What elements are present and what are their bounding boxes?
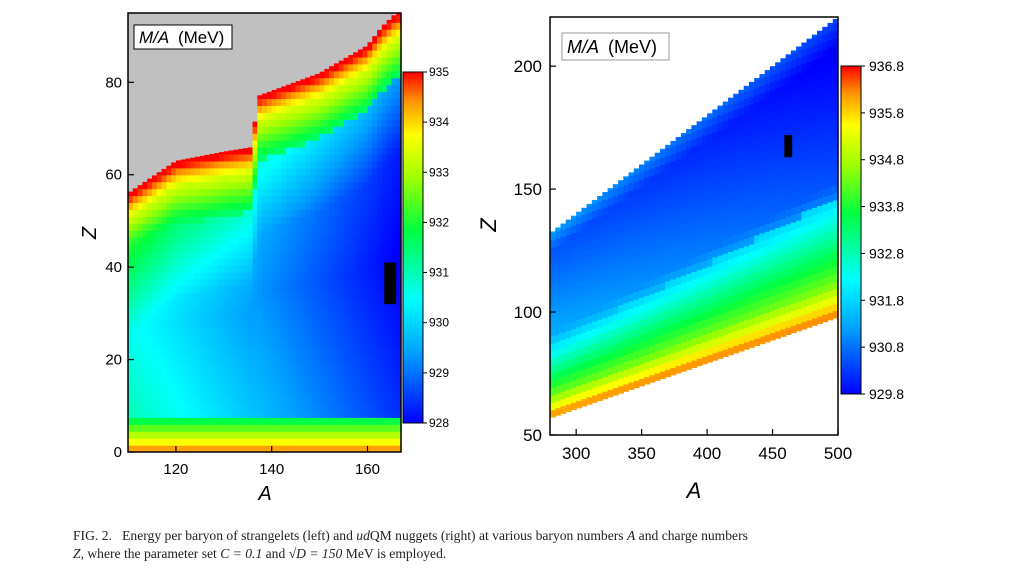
right-y-axis-label: Z [476,217,501,233]
figure-caption: FIG. 2. Energy per baryon of strangelets… [73,527,953,563]
left-colorbar-tick-label: 933 [429,165,449,179]
left-colorbar-tick-label: 928 [429,416,449,430]
right-plot-frame [549,16,839,436]
caption-label: FIG. 2. [73,528,112,543]
right-x-tick-label: 350 [627,444,655,463]
caption-sqrtD: √D = 150 [288,546,343,561]
right-x-tick-label: 400 [693,444,721,463]
left-title-unit: (MeV) [178,28,224,47]
right-colorbar-ticks: 936.8 935.8 934.8 933.8 932.8 931.8 930.8 929.8 [861,58,904,402]
left-x-tick-label: 160 [355,461,380,478]
right-colorbar [840,65,862,395]
right-colorbar-tick-label: 933.8 [869,199,904,215]
left-colorbar-tick-label: 929 [429,366,449,380]
right-axis-ticks: 300 350 400 450 500 50 100 150 200 [514,57,853,463]
right-title-box: M/A (MeV) [561,32,670,61]
left-colorbar-tick-label: 930 [429,316,449,330]
right-colorbar-tick-label: 934.8 [869,152,904,168]
left-y-tick-label: 20 [105,352,122,369]
left-axis-ticks: 120 140 160 0 20 40 60 80 [105,74,380,478]
left-heatmap [128,13,401,452]
caption-text-3: and charge numbers [635,528,748,543]
right-x-tick-label: 300 [562,444,590,463]
caption-udqm: ud [356,528,370,543]
left-y-tick-label: 60 [105,167,122,184]
caption-text-2: QM nuggets (right) at various baryon num… [369,528,627,543]
right-colorbar-tick-label: 931.8 [869,292,904,308]
caption-Z: Z [73,546,81,561]
right-colorbar-tick-label: 930.8 [869,339,904,355]
right-y-tick-label: 100 [514,303,542,322]
right-colorbar-tick-label: 932.8 [869,245,904,261]
left-y-tick-label: 0 [114,444,122,461]
left-colorbar [402,71,424,424]
left-y-tick-label: 80 [105,74,122,91]
caption-text-6: MeV is employed. [342,546,447,561]
right-y-tick-label: 150 [514,180,542,199]
left-y-tick-label: 40 [105,259,122,276]
caption-param: C = 0.1 [220,546,263,561]
left-colorbar-tick-label: 932 [429,215,449,229]
right-heatmap [550,18,838,418]
left-title-italic: M/A [139,28,169,47]
right-x-tick-label: 450 [758,444,786,463]
left-title-box: M/A (MeV) [133,24,233,50]
left-colorbar-ticks: 935 934 933 932 931 930 929 928 [423,65,449,430]
right-minimum-marker [784,135,793,158]
caption-A: A [626,528,636,543]
right-y-tick-label: 50 [523,426,542,445]
caption-text-1: Energy per baryon of strangelets (left) … [122,528,357,543]
right-colorbar-tick-label: 936.8 [869,58,904,74]
left-x-tick-label: 140 [259,461,284,478]
right-title-italic: M/A [567,37,599,57]
right-panel: 300 350 400 450 500 50 100 150 200 M/A (MeV) A Z… [476,16,904,503]
right-y-tick-label: 200 [514,57,542,76]
right-colorbar-tick-label: 929.8 [869,386,904,402]
caption-text-5: and [262,546,289,561]
left-x-axis-label: A [257,483,271,505]
caption-text-4: , where the parameter set [80,546,221,561]
left-minimum-marker [384,262,397,305]
left-colorbar-tick-label: 935 [429,65,449,79]
svg-text:M/A (MeV): M/A (MeV) [567,37,657,57]
left-y-axis-label: Z [79,226,101,240]
left-colorbar-tick-label: 931 [429,266,449,280]
left-colorbar-tick-label: 934 [429,115,449,129]
left-x-tick-label: 120 [163,461,188,478]
right-colorbar-tick-label: 935.8 [869,105,904,121]
left-plot-frame [127,12,402,453]
right-title-unit: (MeV) [608,37,657,57]
right-x-axis-label: A [685,478,702,503]
right-x-tick-label: 500 [824,444,852,463]
svg-text:M/A (MeV): M/A (MeV) [139,28,224,47]
